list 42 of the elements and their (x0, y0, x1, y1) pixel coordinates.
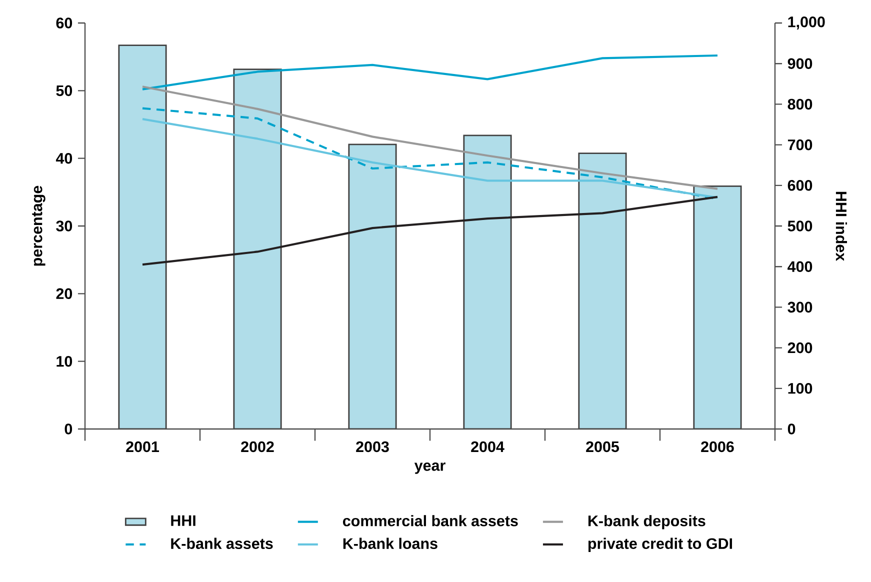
y-axis-title: percentage (32, 186, 46, 266)
y2-tick-label: 800 (788, 98, 812, 110)
legend-label: private credit to GDI (588, 538, 732, 552)
x-axis-title: year (414, 462, 446, 474)
y2-tick-label: 300 (788, 302, 812, 313)
y2-tick-label: 600 (788, 180, 812, 191)
y-tick-label: 20 (56, 288, 72, 300)
legend-label: K-bank assets (171, 538, 273, 549)
bar (233, 68, 282, 429)
y2-tick-label: 1,000 (788, 16, 825, 30)
y-tick-label: 50 (56, 85, 72, 96)
y2-tick-label: 200 (788, 342, 812, 354)
x-tick-label: 2001 (126, 441, 160, 452)
legend-label: K-bank loans (343, 538, 438, 549)
legend-label: commercial bank assets (342, 515, 518, 526)
y2-tick-label: 500 (788, 220, 812, 232)
y2-tick-label: 0 (788, 424, 796, 434)
line-series (141, 86, 719, 190)
y2-tick-label: 900 (788, 58, 812, 69)
line-series (141, 54, 719, 90)
y-tick-label: 0 (64, 424, 72, 434)
y-tick-label: 10 (56, 356, 72, 367)
legend-label: HHI (171, 515, 196, 526)
bar (463, 134, 512, 429)
y-tick-label: 30 (56, 220, 72, 232)
line-series (141, 196, 719, 266)
x-tick-label: 2004 (471, 441, 504, 452)
y-tick-label: 40 (56, 152, 72, 164)
bar (693, 186, 742, 429)
legend-label: K-bank deposits (588, 515, 706, 530)
bar (118, 44, 167, 429)
x-tick-label: 2006 (701, 441, 734, 452)
y-tick-label: 60 (56, 18, 72, 28)
x-tick-label: 2002 (241, 441, 274, 452)
x-tick-label: 2005 (586, 441, 619, 452)
y2-tick-label: 400 (788, 261, 812, 272)
y2-tick-label: 700 (788, 139, 812, 150)
bar (578, 152, 627, 429)
bar (348, 144, 397, 429)
y2-tick-label: 100 (788, 383, 812, 394)
x-tick-label: 2003 (356, 441, 389, 452)
y2-axis-title: HHI index (836, 192, 848, 262)
